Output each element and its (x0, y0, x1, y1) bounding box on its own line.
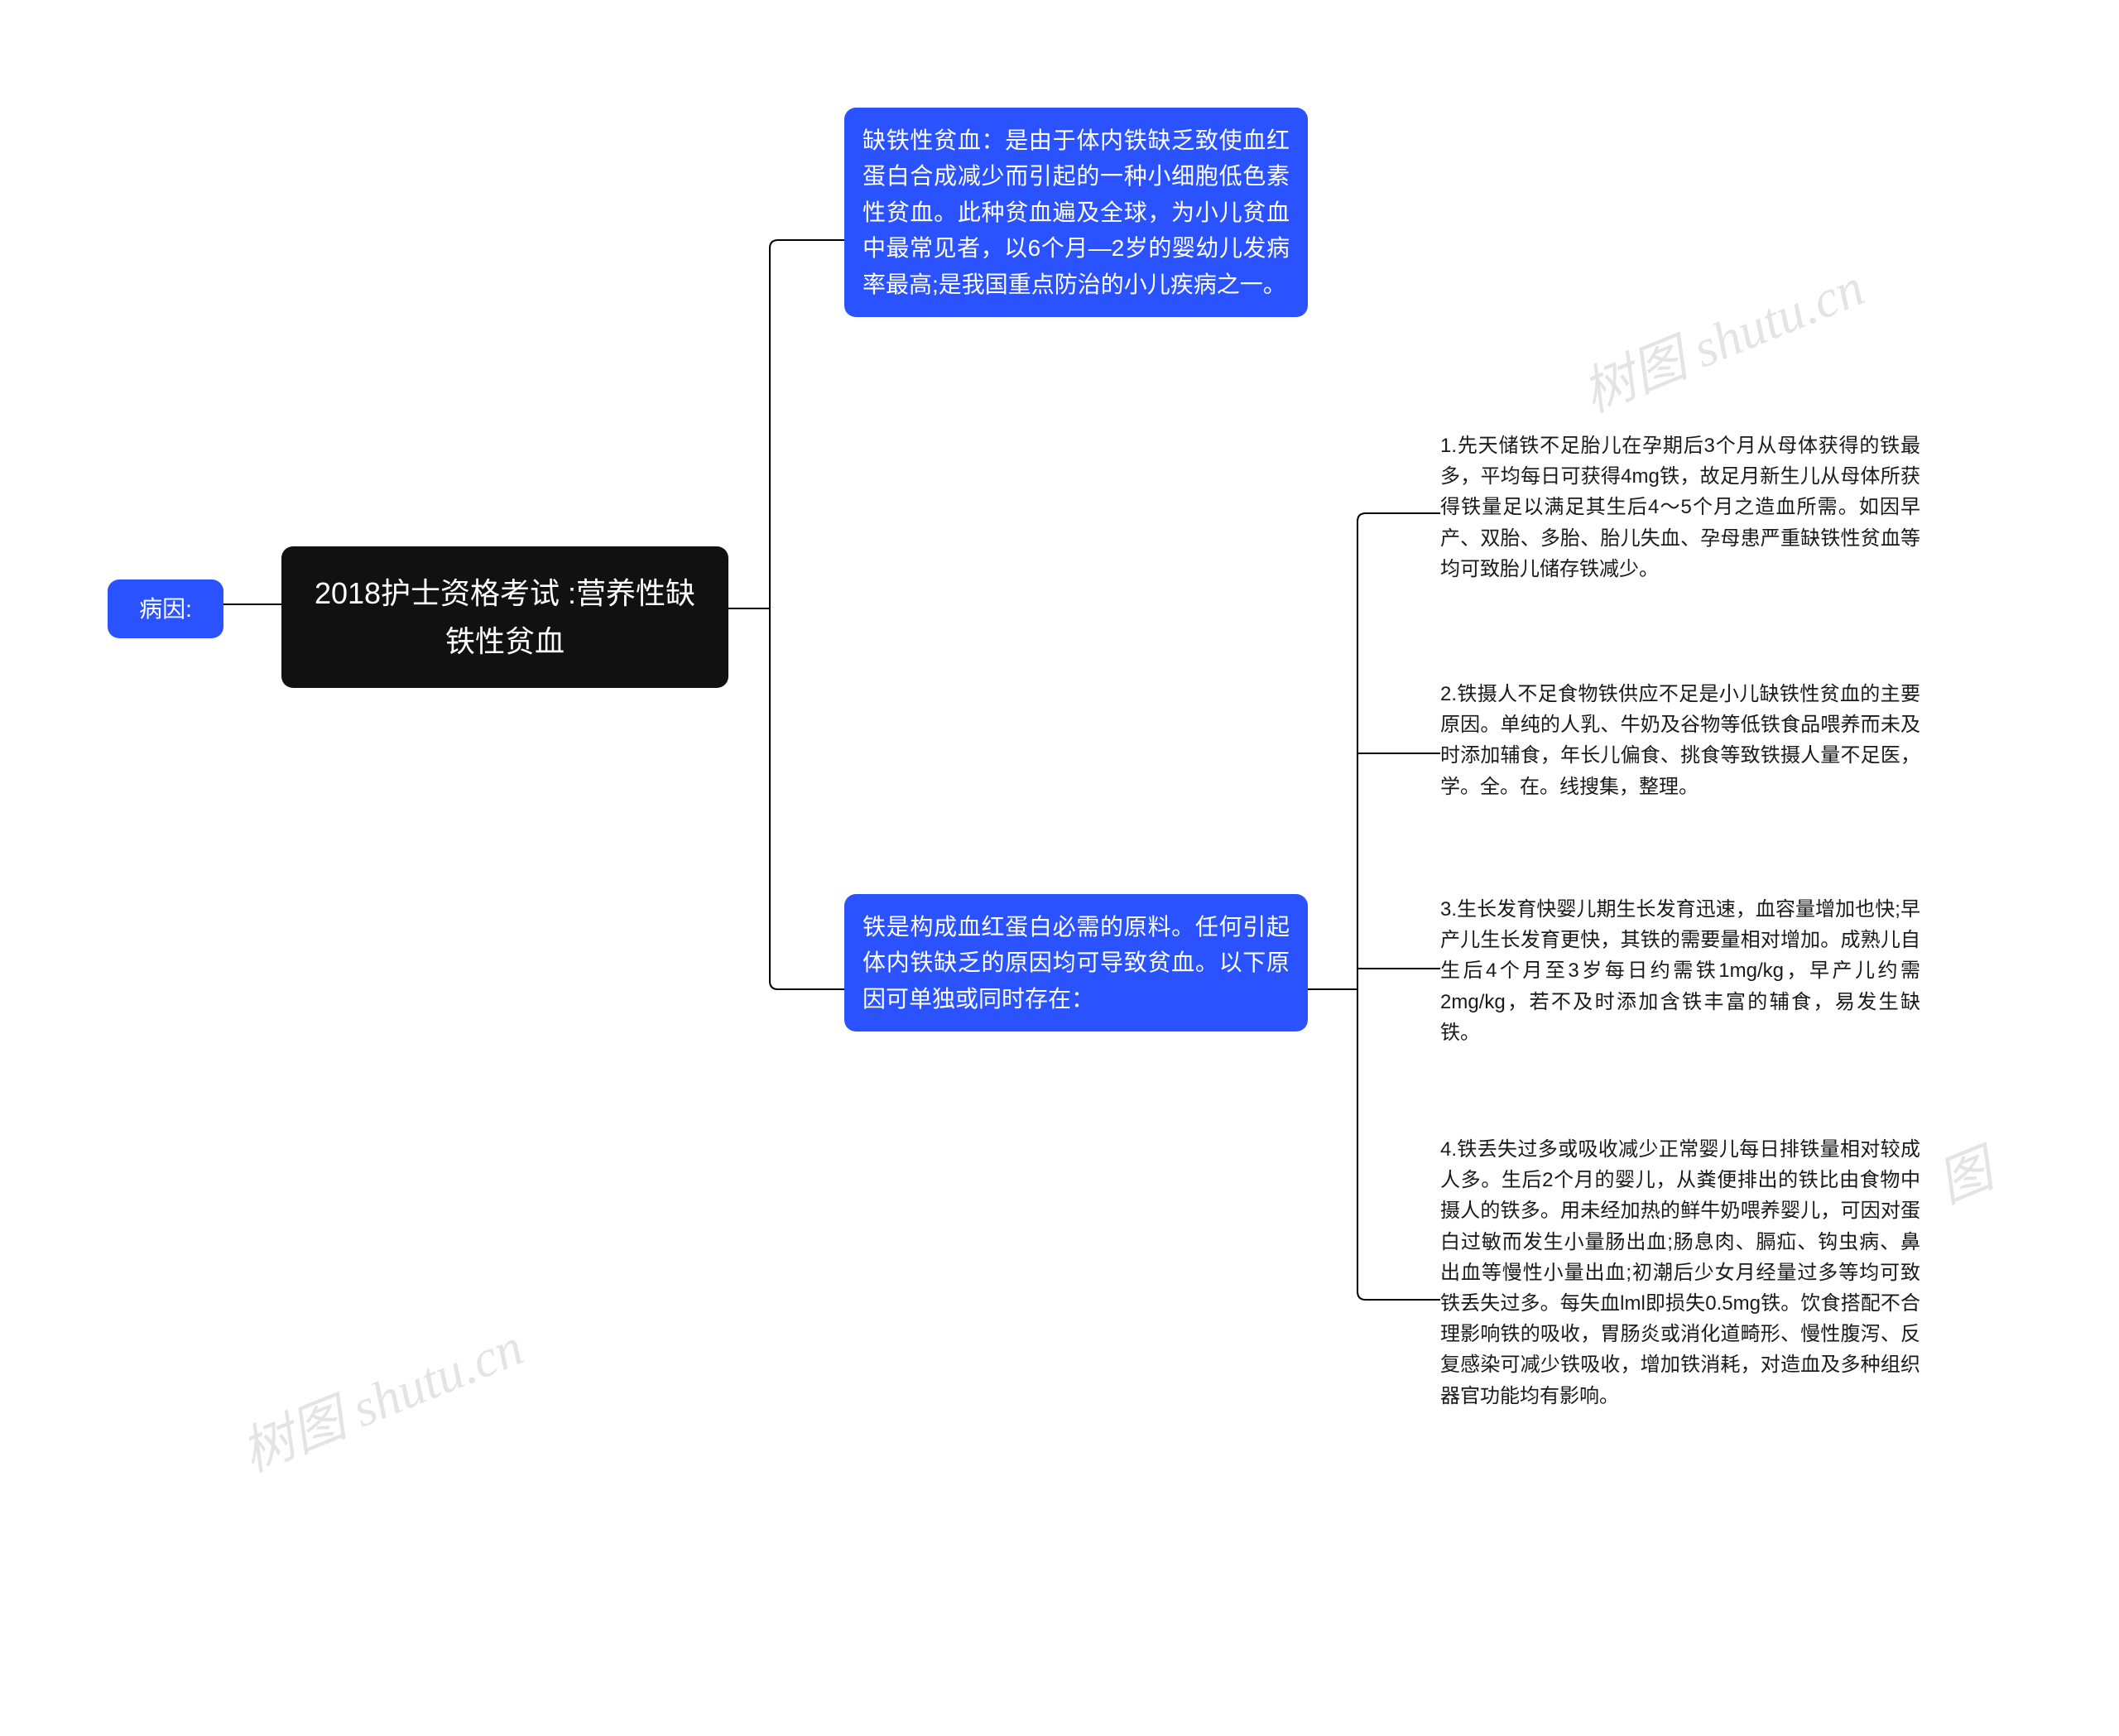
watermark-text: 树图 shutu.cn (233, 1317, 531, 1483)
node-definition: 缺铁性贫血：是由于体内铁缺乏致使血红蛋白合成减少而引起的一种小细胞低色素性贫血。… (844, 108, 1308, 317)
node-text: 2018护士资格考试 :营养性缺铁性贫血 (315, 576, 695, 658)
leaf-cause-2: 2.铁摄人不足食物铁供应不足是小儿缺铁性贫血的主要原因。单纯的人乳、牛奶及谷物等… (1440, 679, 1920, 802)
leaf-text: 3.生长发育快婴儿期生长发育迅速，血容量增加也快;早产儿生长发育更快，其铁的需要… (1440, 898, 1920, 1044)
node-text: 病因: (139, 596, 192, 622)
node-causes-intro: 铁是构成血红蛋白必需的原料。任何引起体内铁缺乏的原因均可导致贫血。以下原因可单独… (844, 894, 1308, 1032)
node-text: 缺铁性贫血：是由于体内铁缺乏致使血红蛋白合成减少而引起的一种小细胞低色素性贫血。… (862, 127, 1290, 297)
leaf-cause-1: 1.先天储铁不足胎儿在孕期后3个月从母体获得的铁最多，平均每日可获得4mg铁，故… (1440, 430, 1920, 584)
node-root: 2018护士资格考试 :营养性缺铁性贫血 (281, 546, 728, 688)
watermark: 图 (1924, 1127, 2002, 1217)
watermark-text: 图 (1929, 1139, 2001, 1214)
leaf-cause-3: 3.生长发育快婴儿期生长发育迅速，血容量增加也快;早产儿生长发育更快，其铁的需要… (1440, 894, 1920, 1048)
leaf-text: 2.铁摄人不足食物铁供应不足是小儿缺铁性贫血的主要原因。单纯的人乳、牛奶及谷物等… (1440, 683, 1920, 798)
node-text: 铁是构成血红蛋白必需的原料。任何引起体内铁缺乏的原因均可导致贫血。以下原因可单独… (862, 914, 1290, 1012)
watermark: 树图 shutu.cn (1569, 245, 1873, 427)
leaf-text: 1.先天储铁不足胎儿在孕期后3个月从母体获得的铁最多，平均每日可获得4mg铁，故… (1440, 435, 1920, 580)
watermark-text: 树图 shutu.cn (1574, 257, 1872, 423)
leaf-text: 4.铁丢失过多或吸收减少正常婴儿每日排铁量相对较成人多。生后2个月的婴儿，从粪便… (1440, 1138, 1920, 1407)
watermark: 树图 shutu.cn (228, 1305, 532, 1487)
node-etiology-label: 病因: (108, 579, 223, 638)
leaf-cause-4: 4.铁丢失过多或吸收减少正常婴儿每日排铁量相对较成人多。生后2个月的婴儿，从粪便… (1440, 1134, 1920, 1411)
